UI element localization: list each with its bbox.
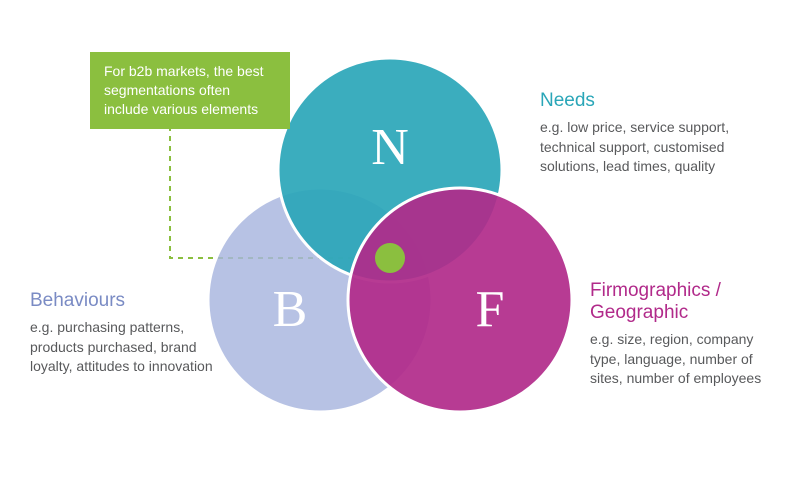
callout-text: For b2b markets, the best segmentations … (104, 63, 264, 117)
label-behaviours-title: Behaviours (30, 290, 225, 312)
venn-letter-firmographics: F (476, 281, 505, 338)
venn-circle-firmographics (348, 188, 572, 412)
label-behaviours-desc: e.g. purchasing patterns, products purch… (30, 318, 225, 377)
venn-letter-needs: N (371, 119, 409, 176)
label-needs-desc: e.g. low price, service support, technic… (540, 118, 765, 177)
label-firmographics-desc: e.g. size, region, company type, languag… (590, 330, 785, 389)
label-firmographics-title: Firmographics / Geographic (590, 280, 785, 324)
label-needs-title: Needs (540, 90, 765, 112)
venn-center-dot (375, 243, 405, 273)
label-needs: Needs e.g. low price, service support, t… (540, 90, 765, 177)
callout-box: For b2b markets, the best segmentations … (90, 52, 290, 129)
venn-letter-behaviours: B (273, 281, 308, 338)
label-behaviours: Behaviours e.g. purchasing patterns, pro… (30, 290, 225, 377)
label-firmographics: Firmographics / Geographic e.g. size, re… (590, 280, 785, 389)
